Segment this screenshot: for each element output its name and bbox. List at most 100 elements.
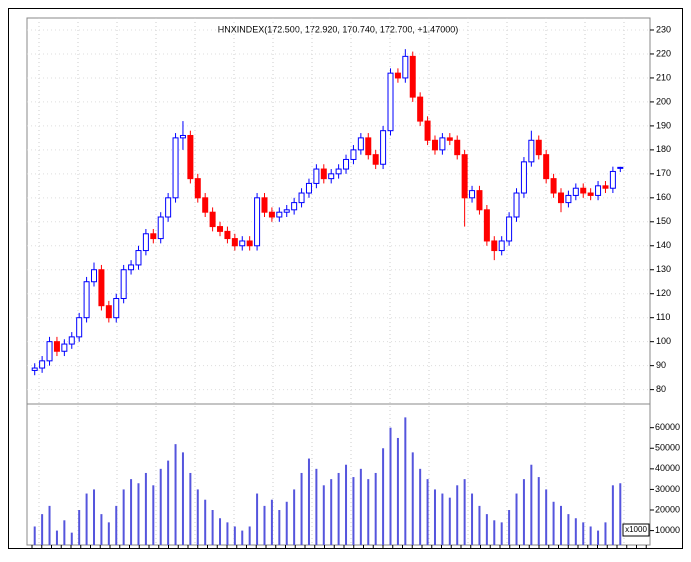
candle-body — [476, 190, 483, 211]
candle-body — [557, 192, 564, 204]
candle-body — [239, 240, 246, 247]
candle-body — [209, 211, 216, 228]
y-tick-label: 100 — [656, 336, 671, 346]
volume-bar — [530, 464, 533, 545]
volume-bar — [278, 510, 281, 545]
candle-body — [417, 96, 424, 122]
y2-tick-label: 60000 — [655, 422, 680, 432]
plot-area — [26, 17, 651, 546]
candle-body — [513, 192, 520, 218]
volume-bar — [248, 526, 251, 545]
volume-bar — [130, 479, 133, 545]
candle-body — [454, 139, 461, 156]
candle-body — [157, 216, 164, 240]
candle-body — [291, 202, 298, 211]
volume-bar — [537, 477, 540, 545]
volume-bar — [493, 520, 496, 545]
volume-bar — [256, 493, 259, 545]
volume-bar — [448, 497, 451, 545]
volume-bar — [137, 483, 140, 545]
volume-bar — [204, 499, 207, 545]
candle-body — [261, 197, 268, 213]
candle-body — [528, 139, 535, 163]
volume-bar — [597, 530, 600, 545]
volume-bar — [263, 505, 266, 545]
volume-bar — [107, 522, 110, 545]
y2-tick-label: 30000 — [655, 484, 680, 494]
volume-bar — [300, 472, 303, 545]
volume-bar — [559, 505, 562, 545]
volume-bar — [41, 514, 44, 545]
volume-bar — [582, 522, 585, 545]
candle-body — [483, 209, 490, 242]
volume-bar — [93, 489, 96, 545]
candle-body — [202, 197, 209, 213]
candle-body — [617, 166, 624, 169]
candle-body — [217, 226, 224, 232]
candle-body — [120, 269, 127, 300]
volume-bar — [285, 501, 288, 545]
volume-bar — [522, 479, 525, 545]
candle-body — [550, 178, 557, 194]
candle-body — [268, 211, 275, 218]
candle-body — [602, 185, 609, 189]
candle-body — [142, 233, 149, 252]
candle-body — [165, 197, 172, 218]
candle-body — [320, 168, 327, 180]
volume-bar — [337, 472, 340, 545]
y-tick-label: 150 — [656, 216, 671, 226]
candle-body — [343, 158, 350, 170]
y-tick-label: 160 — [656, 192, 671, 202]
unit-box — [622, 523, 650, 537]
volume-bar — [411, 452, 414, 545]
candle-body — [491, 240, 498, 252]
volume-bar — [619, 483, 622, 545]
candle-body — [409, 55, 416, 98]
candle-body — [231, 238, 238, 247]
candle-body — [380, 130, 387, 165]
candle-body — [39, 360, 46, 369]
volume-bar — [33, 526, 36, 545]
candle-body — [98, 269, 105, 307]
volume-bar — [226, 522, 229, 545]
volume-bar — [396, 437, 399, 545]
frame — [8, 8, 683, 549]
volume-bar — [515, 493, 518, 545]
candle-body — [187, 134, 194, 180]
volume-bar — [330, 479, 333, 545]
volume-bar — [144, 472, 147, 545]
volume-bar — [471, 493, 474, 545]
candle-body — [365, 137, 372, 156]
y-tick-label: 140 — [656, 240, 671, 250]
candle-body — [194, 178, 201, 199]
volume-bar — [241, 530, 244, 545]
y-tick-label: 220 — [656, 48, 671, 58]
chart-title: HNXINDEX(172.500, 172.920, 170.740, 172.… — [218, 24, 458, 34]
volume-bar — [115, 505, 118, 545]
volume-bar — [174, 444, 177, 545]
volume-bar — [374, 472, 377, 545]
candle-body — [595, 185, 602, 196]
candle-body — [350, 149, 357, 160]
candle-body — [283, 209, 290, 213]
volume-bar — [359, 468, 362, 545]
candle-body — [135, 250, 142, 266]
candle-body — [565, 194, 572, 204]
candle-body — [68, 336, 75, 345]
volume-bar — [604, 522, 607, 545]
candle-body — [469, 190, 476, 199]
candle-body — [587, 192, 594, 196]
candle-body — [387, 72, 394, 132]
volume-bar — [307, 458, 310, 545]
candle-body — [254, 197, 261, 247]
volume-bar — [478, 505, 481, 545]
candle-body — [305, 182, 312, 194]
candle-body — [91, 269, 98, 283]
volume-bar — [389, 427, 392, 545]
candle-body — [402, 55, 409, 79]
volume-bar — [189, 472, 192, 545]
volume-bar — [367, 479, 370, 545]
volume-bar — [441, 493, 444, 545]
candle-body — [609, 170, 616, 189]
